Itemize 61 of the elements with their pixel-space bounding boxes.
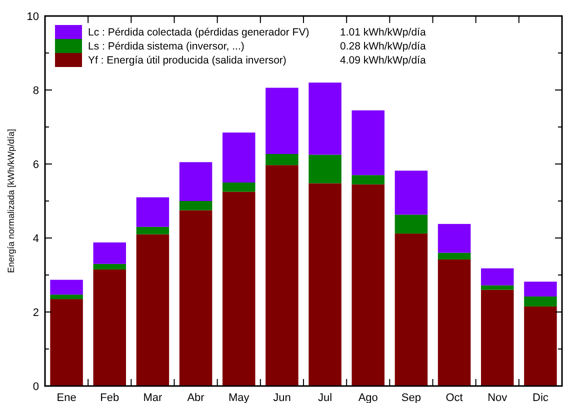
bar xyxy=(352,175,384,184)
bar xyxy=(266,154,298,166)
x-tick-label: Ago xyxy=(358,392,378,403)
bar xyxy=(438,224,471,253)
bar xyxy=(308,82,342,155)
y-tick-label: 8 xyxy=(32,84,39,97)
x-tick-label: Ene xyxy=(56,392,76,403)
bar xyxy=(136,226,170,234)
x-tick-label: Jun xyxy=(273,392,291,403)
annotation: 4.09 kWh/kWp/día xyxy=(340,54,426,67)
x-tick-label: Oct xyxy=(446,392,463,403)
bar xyxy=(352,110,384,176)
x-tick-label: May xyxy=(228,392,250,403)
bar xyxy=(93,242,126,264)
bar xyxy=(222,192,256,386)
annotation: 0.28 kWh/kWp/día xyxy=(340,40,426,53)
bar xyxy=(222,132,256,182)
legend-label: Ls : Pérdida sistema (inversor, ...) xyxy=(88,40,244,53)
bar xyxy=(481,268,514,286)
legend-label: Lc : Pérdida colectada (pérdidas generador FV) xyxy=(88,26,310,39)
legend-label: Yf : Energía útil producida (salida inversor) xyxy=(88,54,286,67)
bar xyxy=(136,234,170,386)
bar xyxy=(481,290,514,386)
x-tick-label: Mar xyxy=(143,392,163,403)
bar xyxy=(136,197,170,227)
bar xyxy=(222,182,256,192)
bar xyxy=(93,269,126,386)
y-tick-label: 6 xyxy=(32,158,39,171)
bar xyxy=(394,170,428,215)
bar xyxy=(308,183,342,386)
x-tick-label: Jul xyxy=(318,392,332,403)
bar xyxy=(266,88,298,154)
bar xyxy=(524,282,557,296)
bar xyxy=(179,210,212,386)
bar xyxy=(524,306,557,386)
bar xyxy=(352,184,384,386)
x-tick-label: Feb xyxy=(100,392,120,403)
bar xyxy=(394,214,428,234)
y-tick-label: 4 xyxy=(32,232,39,245)
x-tick-label: Dic xyxy=(532,392,549,403)
bar xyxy=(394,234,428,386)
bar xyxy=(438,252,471,260)
bar xyxy=(266,165,298,386)
bar xyxy=(179,201,212,210)
y-tick-label: 2 xyxy=(32,306,39,319)
annotation: 1.01 kWh/kWp/día xyxy=(340,26,426,39)
bar xyxy=(50,294,83,300)
bar xyxy=(179,162,212,201)
bar xyxy=(50,280,83,295)
x-tick-label: Nov xyxy=(488,392,508,403)
bar xyxy=(438,259,471,386)
bar xyxy=(481,285,514,290)
bar xyxy=(50,299,83,386)
y-tick-label: 10 xyxy=(26,10,39,23)
y-axis-title: Energía normalizada [kWh/kWp/día] xyxy=(6,128,16,274)
bar xyxy=(308,154,342,184)
bar xyxy=(524,296,557,306)
x-tick-label: Abr xyxy=(187,392,205,403)
x-tick-label: Sep xyxy=(401,392,421,403)
bar xyxy=(93,264,126,270)
y-tick-label: 0 xyxy=(32,380,39,393)
